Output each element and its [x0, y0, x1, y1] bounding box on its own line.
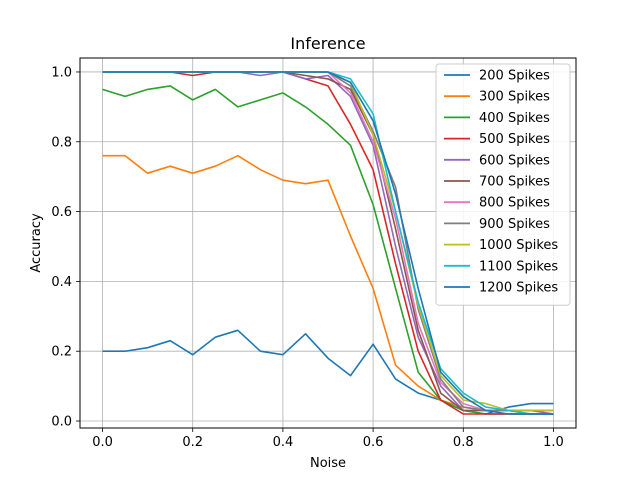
series-line-1200-spikes: [102, 71, 554, 415]
legend-entry-label: 200 Spikes: [479, 69, 550, 84]
legend-entry-label: 400 Spikes: [479, 111, 550, 126]
x-tick-label: 0.4: [273, 435, 294, 450]
legend-entry-label: 1200 Spikes: [479, 281, 558, 296]
series-line-400-spikes: [102, 85, 554, 415]
x-tick-label: 1.0: [543, 435, 564, 450]
y-tick-label: 0.8: [51, 135, 72, 150]
axis-ticks: 0.0 0.2 0.4 0.6 0.8 1.0 0.0 0.2 0.4 0.6 0.8 1.0: [51, 65, 563, 450]
y-tick-label: 0.6: [51, 205, 72, 220]
legend-entry-label: 1100 Spikes: [479, 259, 558, 274]
x-tick-label: 0.2: [182, 435, 203, 450]
legend-entry-label: 300 Spikes: [479, 90, 550, 105]
legend-entry-label: 900 Spikes: [479, 217, 550, 232]
legend-entry-label: 800 Spikes: [479, 196, 550, 211]
series-lines: [102, 71, 554, 415]
legend: 200 Spikes 300 Spikes 400 Spikes 500 Spikes…: [435, 63, 571, 306]
x-tick-label: 0.6: [363, 435, 384, 450]
y-tick-label: 0.0: [51, 415, 72, 430]
y-tick-label: 1.0: [51, 65, 72, 80]
y-tick-label: 0.2: [51, 345, 72, 360]
legend-entry-label: 600 Spikes: [479, 153, 550, 168]
legend-entry-label: 1000 Spikes: [479, 238, 558, 253]
x-tick-label: 0.8: [453, 435, 474, 450]
legend-entry-label: 700 Spikes: [479, 175, 550, 190]
y-tick-label: 0.4: [51, 275, 72, 290]
legend-entry-label: 500 Spikes: [479, 132, 550, 147]
y-axis-label: Accuracy: [29, 213, 44, 273]
series-line-500-spikes: [102, 71, 554, 415]
x-axis-label: Noise: [310, 456, 346, 471]
chart-title: Inference: [290, 34, 365, 53]
x-tick-label: 0.0: [92, 435, 113, 450]
plot-frame: [79, 57, 577, 429]
